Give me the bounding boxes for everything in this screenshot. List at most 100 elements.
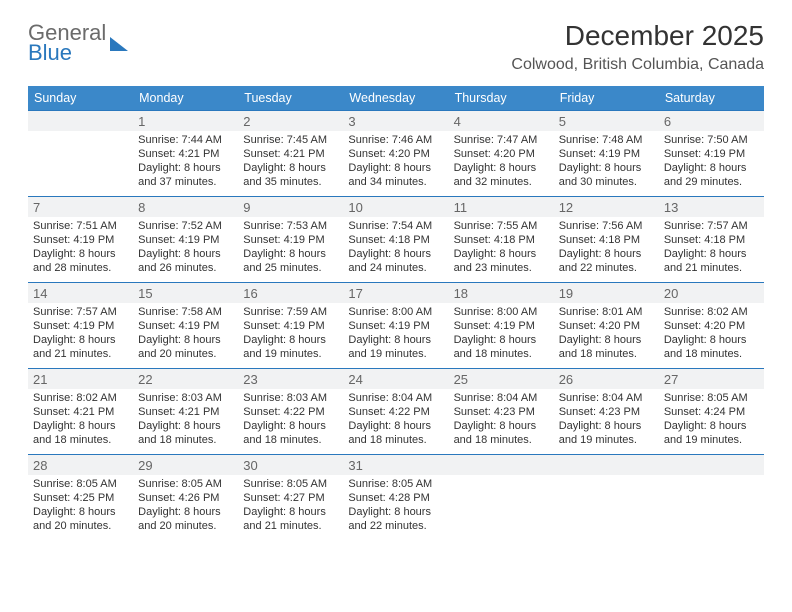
page-header: General Blue December 2025 Colwood, Brit… [28, 20, 764, 74]
day-number-bar: 8 [133, 196, 238, 217]
day-cell: 28 Sunrise: 8:05 AMSunset: 4:25 PMDayligh… [28, 454, 133, 540]
daylight-text: Daylight: 8 hours and 19 minutes. [348, 333, 443, 361]
day-cell: 11Sunrise: 7:55 AMSunset: 4:18 PMDayligh… [449, 196, 554, 282]
day-cell: 5Sunrise: 7:48 AMSunset: 4:19 PMDaylight… [554, 110, 659, 196]
day-cell: 6Sunrise: 7:50 AMSunset: 4:19 PMDaylight… [659, 110, 764, 196]
day-number-bar [28, 110, 133, 131]
day-number: 24 [348, 372, 443, 387]
sunset-text: Sunset: 4:19 PM [243, 319, 338, 333]
sunrise-text: Sunrise: 7:44 AM [138, 133, 233, 147]
day-number-bar: 15 [133, 282, 238, 303]
sunrise-text: Sunrise: 7:59 AM [243, 305, 338, 319]
day-number-bar: 14 [28, 282, 133, 303]
dow-cell: Wednesday [343, 86, 448, 110]
day-number-bar: 18 [449, 282, 554, 303]
dow-header-row: SundayMondayTuesdayWednesdayThursdayFrid… [28, 86, 764, 110]
day-number: 21 [33, 372, 128, 387]
day-body: Sunrise: 7:48 AMSunset: 4:19 PMDaylight:… [554, 131, 659, 193]
sunset-text: Sunset: 4:19 PM [138, 233, 233, 247]
sunrise-text: Sunrise: 8:03 AM [243, 391, 338, 405]
sunset-text: Sunset: 4:20 PM [664, 319, 759, 333]
day-number: 6 [664, 114, 759, 129]
day-number-bar: 22 [133, 368, 238, 389]
day-body: Sunrise: 8:02 AMSunset: 4:20 PMDaylight:… [659, 303, 764, 365]
sunrise-text: Sunrise: 8:00 AM [348, 305, 443, 319]
day-cell: 26Sunrise: 8:04 AMSunset: 4:23 PMDayligh… [554, 368, 659, 454]
day-number-bar: 23 [238, 368, 343, 389]
sunset-text: Sunset: 4:20 PM [348, 147, 443, 161]
day-number: 28 [33, 458, 128, 473]
sunset-text: Sunset: 4:20 PM [559, 319, 654, 333]
day-number-bar: 29 [133, 454, 238, 475]
day-number: 16 [243, 286, 338, 301]
day-cell: 8Sunrise: 7:52 AMSunset: 4:19 PMDaylight… [133, 196, 238, 282]
sunrise-text: Sunrise: 8:05 AM [348, 477, 443, 491]
sunrise-text: Sunrise: 8:04 AM [348, 391, 443, 405]
month-title: December 2025 [511, 20, 764, 52]
sunset-text: Sunset: 4:28 PM [348, 491, 443, 505]
day-cell: 24 Sunrise: 8:04 AMSunset: 4:22 PMDayligh… [343, 368, 448, 454]
day-body: Sunrise: 7:57 AMSunset: 4:18 PMDaylight:… [659, 217, 764, 279]
day-cell [28, 110, 133, 196]
sunset-text: Sunset: 4:21 PM [243, 147, 338, 161]
daylight-text: Daylight: 8 hours and 18 minutes. [454, 333, 549, 361]
calendar-table: SundayMondayTuesdayWednesdayThursdayFrid… [28, 86, 764, 540]
sunset-text: Sunset: 4:19 PM [243, 233, 338, 247]
day-body: Sunrise: 8:04 AMSunset: 4:22 PMDaylight:… [343, 389, 448, 451]
week-row: 28 Sunrise: 8:05 AMSunset: 4:25 PMDayligh… [28, 454, 764, 540]
day-body: Sunrise: 7:58 AMSunset: 4:19 PMDaylight:… [133, 303, 238, 365]
day-number: 25 [454, 372, 549, 387]
day-number-bar [659, 454, 764, 475]
day-number-bar: 5 [554, 110, 659, 131]
dow-cell: Friday [554, 86, 659, 110]
daylight-text: Daylight: 8 hours and 18 minutes. [33, 419, 128, 447]
sunset-text: Sunset: 4:20 PM [454, 147, 549, 161]
day-number: 15 [138, 286, 233, 301]
day-cell: 2Sunrise: 7:45 AMSunset: 4:21 PMDaylight… [238, 110, 343, 196]
day-cell [449, 454, 554, 540]
daylight-text: Daylight: 8 hours and 19 minutes. [559, 419, 654, 447]
daylight-text: Daylight: 8 hours and 18 minutes. [138, 419, 233, 447]
day-cell [659, 454, 764, 540]
day-cell: 13Sunrise: 7:57 AMSunset: 4:18 PMDayligh… [659, 196, 764, 282]
sunrise-text: Sunrise: 7:55 AM [454, 219, 549, 233]
day-cell: 27Sunrise: 8:05 AMSunset: 4:24 PMDayligh… [659, 368, 764, 454]
day-body: Sunrise: 7:45 AMSunset: 4:21 PMDaylight:… [238, 131, 343, 193]
day-cell: 30Sunrise: 8:05 AMSunset: 4:27 PMDayligh… [238, 454, 343, 540]
day-number-bar: 10 [343, 196, 448, 217]
sunrise-text: Sunrise: 7:57 AM [33, 305, 128, 319]
sunset-text: Sunset: 4:18 PM [664, 233, 759, 247]
sunset-text: Sunset: 4:25 PM [33, 491, 128, 505]
day-number-bar: 4 [449, 110, 554, 131]
day-number: 19 [559, 286, 654, 301]
daylight-text: Daylight: 8 hours and 18 minutes. [664, 333, 759, 361]
daylight-text: Daylight: 8 hours and 28 minutes. [33, 247, 128, 275]
day-body: Sunrise: 7:55 AMSunset: 4:18 PMDaylight:… [449, 217, 554, 279]
day-number-bar: 2 [238, 110, 343, 131]
sunset-text: Sunset: 4:18 PM [348, 233, 443, 247]
day-number: 1 [138, 114, 233, 129]
title-block: December 2025 Colwood, British Columbia,… [511, 20, 764, 74]
day-body: Sunrise: 8:01 AMSunset: 4:20 PMDaylight:… [554, 303, 659, 365]
daylight-text: Daylight: 8 hours and 21 minutes. [33, 333, 128, 361]
day-body: Sunrise: 8:05 AMSunset: 4:25 PMDaylight:… [28, 475, 133, 537]
daylight-text: Daylight: 8 hours and 18 minutes. [243, 419, 338, 447]
day-number: 30 [243, 458, 338, 473]
day-body: Sunrise: 7:44 AMSunset: 4:21 PMDaylight:… [133, 131, 238, 193]
sunrise-text: Sunrise: 8:02 AM [33, 391, 128, 405]
day-number-bar: 13 [659, 196, 764, 217]
sunset-text: Sunset: 4:27 PM [243, 491, 338, 505]
day-number: 10 [348, 200, 443, 215]
sunrise-text: Sunrise: 7:56 AM [559, 219, 654, 233]
day-number: 4 [454, 114, 549, 129]
daylight-text: Daylight: 8 hours and 18 minutes. [454, 419, 549, 447]
sunrise-text: Sunrise: 8:00 AM [454, 305, 549, 319]
brand-logo: General Blue [28, 20, 128, 66]
sunrise-text: Sunrise: 8:03 AM [138, 391, 233, 405]
day-number: 31 [348, 458, 443, 473]
daylight-text: Daylight: 8 hours and 23 minutes. [454, 247, 549, 275]
day-body: Sunrise: 7:52 AMSunset: 4:19 PMDaylight:… [133, 217, 238, 279]
day-number: 29 [138, 458, 233, 473]
sunset-text: Sunset: 4:18 PM [559, 233, 654, 247]
day-number-bar: 30 [238, 454, 343, 475]
